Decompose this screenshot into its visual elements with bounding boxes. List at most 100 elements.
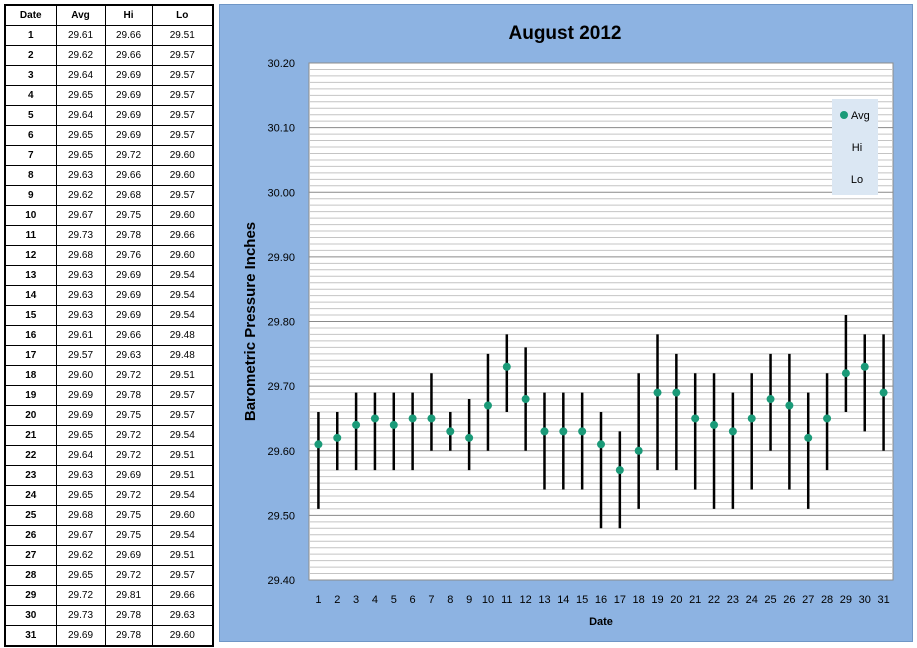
table-row: 29 29.72 29.81 29.66 (4, 585, 214, 606)
table-row: 15 29.63 29.69 29.54 (4, 305, 214, 326)
cell-lo: 29.54 (151, 265, 214, 286)
cell-hi: 29.69 (104, 465, 153, 486)
cell-avg: 29.65 (55, 85, 106, 106)
table-row: 27 29.62 29.69 29.51 (4, 545, 214, 566)
table-row: 31 29.69 29.78 29.60 (4, 625, 214, 647)
cell-avg: 29.60 (55, 365, 106, 386)
cell-date: 7 (4, 145, 57, 166)
table-header-row: Date Avg Hi Lo (4, 4, 214, 26)
avg-point (427, 414, 436, 423)
header-hi: Hi (104, 4, 153, 26)
cell-lo: 29.66 (151, 225, 214, 246)
cell-date: 16 (4, 325, 57, 346)
cell-hi: 29.72 (104, 365, 153, 386)
cell-date: 13 (4, 265, 57, 286)
cell-avg: 29.57 (55, 345, 106, 366)
cell-lo: 29.60 (151, 205, 214, 226)
x-tick-label: 13 (538, 594, 550, 606)
cell-date: 23 (4, 465, 57, 486)
data-table: Date Avg Hi Lo 1 29.61 29.66 29.51 2 29.62 29.… (4, 4, 214, 647)
cell-avg: 29.64 (55, 65, 106, 86)
y-axis-label: Barometric Pressure Inches (242, 222, 259, 421)
cell-date: 2 (4, 45, 57, 66)
cell-lo: 29.60 (151, 145, 214, 166)
table-row: 4 29.65 29.69 29.57 (4, 85, 214, 106)
cell-date: 4 (4, 85, 57, 106)
cell-date: 25 (4, 505, 57, 526)
avg-point (333, 433, 342, 442)
cell-date: 8 (4, 165, 57, 186)
y-tick-label: 29.50 (267, 510, 295, 522)
x-tick-label: 14 (557, 594, 569, 606)
cell-hi: 29.66 (104, 165, 153, 186)
avg-point (483, 401, 492, 410)
cell-avg: 29.69 (55, 405, 106, 426)
cell-avg: 29.62 (55, 45, 106, 66)
table-row: 16 29.61 29.66 29.48 (4, 325, 214, 346)
avg-point (314, 440, 323, 449)
cell-lo: 29.51 (151, 545, 214, 566)
x-tick-label: 8 (447, 594, 453, 606)
cell-date: 24 (4, 485, 57, 506)
x-tick-label: 23 (727, 594, 739, 606)
table-row: 6 29.65 29.69 29.57 (4, 125, 214, 146)
cell-lo: 29.51 (151, 445, 214, 466)
cell-hi: 29.69 (104, 85, 153, 106)
cell-avg: 29.65 (55, 485, 106, 506)
cell-hi: 29.72 (104, 445, 153, 466)
avg-point (634, 446, 643, 455)
table-row: 1 29.61 29.66 29.51 (4, 25, 214, 46)
cell-lo: 29.57 (151, 65, 214, 86)
avg-point (860, 362, 869, 371)
table-row: 11 29.73 29.78 29.66 (4, 225, 214, 246)
cell-avg: 29.62 (55, 185, 106, 206)
cell-date: 17 (4, 345, 57, 366)
cell-date: 20 (4, 405, 57, 426)
cell-date: 1 (4, 25, 57, 46)
cell-avg: 29.63 (55, 305, 106, 326)
avg-point (540, 427, 549, 436)
table-body: 1 29.61 29.66 29.51 2 29.62 29.66 29.57 3 29.64 29… (4, 25, 214, 647)
x-tick-label: 18 (633, 594, 645, 606)
x-tick-label: 31 (877, 594, 889, 606)
avg-point (672, 388, 681, 397)
cell-lo: 29.54 (151, 425, 214, 446)
cell-avg: 29.65 (55, 425, 106, 446)
cell-hi: 29.69 (104, 545, 153, 566)
cell-date: 15 (4, 305, 57, 326)
table-row: 14 29.63 29.69 29.54 (4, 285, 214, 306)
avg-point (785, 401, 794, 410)
x-tick-label: 29 (840, 594, 852, 606)
table-row: 10 29.67 29.75 29.60 (4, 205, 214, 226)
x-tick-label: 30 (859, 594, 871, 606)
table-row: 17 29.57 29.63 29.48 (4, 345, 214, 366)
cell-date: 10 (4, 205, 57, 226)
y-tick-label: 29.90 (267, 252, 295, 264)
avg-point (559, 427, 568, 436)
cell-hi: 29.66 (104, 25, 153, 46)
cell-lo: 29.48 (151, 345, 214, 366)
cell-hi: 29.75 (104, 405, 153, 426)
x-tick-label: 5 (391, 594, 397, 606)
cell-avg: 29.73 (55, 605, 106, 626)
cell-date: 31 (4, 625, 57, 647)
cell-date: 19 (4, 385, 57, 406)
chart-svg: 29.40 29.50 29.60 29.70 29.80 29.90 30.00 30.10… (242, 23, 894, 628)
cell-hi: 29.66 (104, 325, 153, 346)
avg-point (766, 395, 775, 404)
table-row: 12 29.68 29.76 29.60 (4, 245, 214, 266)
table-row: 30 29.73 29.78 29.63 (4, 605, 214, 626)
cell-lo: 29.54 (151, 305, 214, 326)
cell-lo: 29.60 (151, 625, 214, 647)
cell-date: 12 (4, 245, 57, 266)
cell-avg: 29.72 (55, 585, 106, 606)
table-row: 26 29.67 29.75 29.54 (4, 525, 214, 546)
cell-hi: 29.69 (104, 65, 153, 86)
header-date: Date (4, 4, 57, 26)
y-tick-label: 29.80 (267, 317, 295, 329)
x-tick-label: 4 (372, 594, 378, 606)
cell-avg: 29.68 (55, 505, 106, 526)
x-tick-label: 16 (595, 594, 607, 606)
table-row: 20 29.69 29.75 29.57 (4, 405, 214, 426)
table-row: 13 29.63 29.69 29.54 (4, 265, 214, 286)
